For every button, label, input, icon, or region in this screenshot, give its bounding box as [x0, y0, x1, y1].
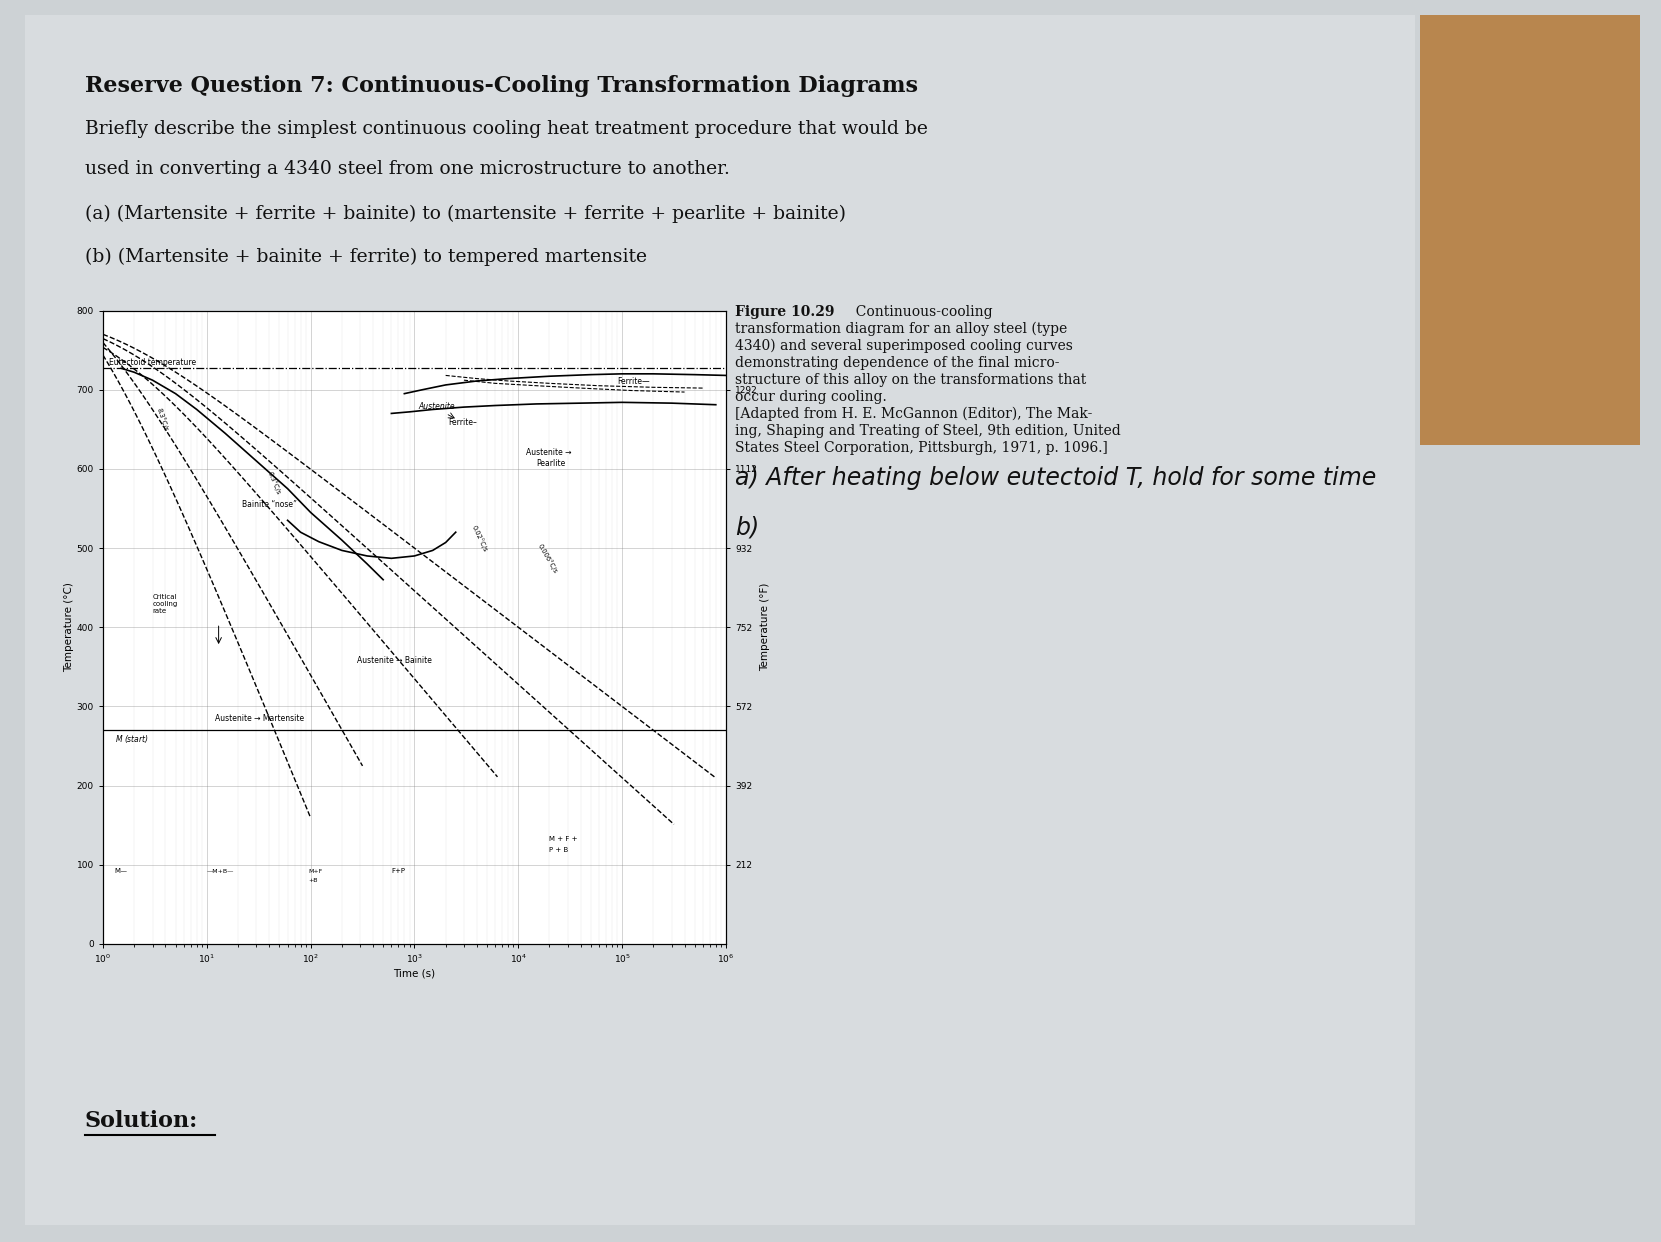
Text: transformation diagram for an alloy steel (type: transformation diagram for an alloy stee…: [736, 322, 1068, 337]
Text: M + F +: M + F +: [550, 836, 578, 842]
Text: [Adapted from H. E. McGannon (Editor), The Mak-: [Adapted from H. E. McGannon (Editor), T…: [736, 407, 1093, 421]
Text: structure of this alloy on the transformations that: structure of this alloy on the transform…: [736, 373, 1086, 388]
Text: M+F: M+F: [309, 868, 322, 873]
Y-axis label: Temperature (°C): Temperature (°C): [63, 582, 75, 672]
Text: Pearlite: Pearlite: [537, 458, 566, 468]
Text: (a) (Martensite + ferrite + bainite) to (martensite + ferrite + pearlite + baini: (a) (Martensite + ferrite + bainite) to …: [85, 205, 845, 224]
Text: Austenite → Bainite: Austenite → Bainite: [357, 656, 432, 664]
Text: 4340) and several superimposed cooling curves: 4340) and several superimposed cooling c…: [736, 339, 1073, 354]
Text: P + B: P + B: [550, 847, 568, 853]
Text: occur during cooling.: occur during cooling.: [736, 390, 887, 404]
Text: Ferrite—: Ferrite—: [618, 378, 649, 386]
Text: 0.3°C/s: 0.3°C/s: [267, 471, 282, 496]
Text: used in converting a 4340 steel from one microstructure to another.: used in converting a 4340 steel from one…: [85, 160, 729, 178]
Text: b): b): [736, 515, 759, 540]
Text: States Steel Corporation, Pittsburgh, 1971, p. 1096.]: States Steel Corporation, Pittsburgh, 19…: [736, 441, 1108, 455]
Text: ing, Shaping and Treating of Steel, 9th edition, United: ing, Shaping and Treating of Steel, 9th …: [736, 424, 1121, 438]
Text: Reserve Question 7: Continuous-Cooling Transformation Diagrams: Reserve Question 7: Continuous-Cooling T…: [85, 75, 919, 97]
Text: 8.3°C/s: 8.3°C/s: [156, 406, 169, 432]
Text: $M$ (start): $M$ (start): [115, 733, 149, 745]
Text: —M+B—: —M+B—: [206, 868, 234, 873]
Text: Austenite →: Austenite →: [527, 447, 571, 457]
X-axis label: Time (s): Time (s): [394, 968, 435, 979]
Text: demonstrating dependence of the final micro-: demonstrating dependence of the final mi…: [736, 356, 1060, 370]
Text: Figure 10.29: Figure 10.29: [736, 306, 834, 319]
Text: Austenite: Austenite: [419, 401, 455, 411]
Text: Briefly describe the simplest continuous cooling heat treatment procedure that w: Briefly describe the simplest continuous…: [85, 120, 928, 138]
Text: Eutectoid temperature: Eutectoid temperature: [110, 358, 196, 368]
Text: +B: +B: [309, 878, 317, 883]
Text: F+P: F+P: [392, 868, 405, 873]
Text: 0.006°C/s: 0.006°C/s: [537, 543, 558, 574]
FancyBboxPatch shape: [25, 15, 1415, 1225]
Text: (b) (Martensite + bainite + ferrite) to tempered martensite: (b) (Martensite + bainite + ferrite) to …: [85, 248, 648, 266]
Text: Continuous-cooling: Continuous-cooling: [847, 306, 993, 319]
Text: a) After heating below eutectoid T, hold for some time: a) After heating below eutectoid T, hold…: [736, 466, 1377, 491]
Text: Bainite “nose”: Bainite “nose”: [243, 499, 297, 509]
Y-axis label: Temperature (°F): Temperature (°F): [761, 582, 771, 672]
FancyBboxPatch shape: [1420, 15, 1639, 445]
Text: M—: M—: [115, 868, 128, 873]
Text: Solution:: Solution:: [85, 1110, 198, 1131]
Text: 0.02°C/s: 0.02°C/s: [472, 524, 488, 553]
Text: Austenite → Martensite: Austenite → Martensite: [214, 714, 304, 723]
Text: Ferrite–: Ferrite–: [448, 419, 477, 427]
Text: Critical
cooling
rate: Critical cooling rate: [153, 594, 178, 614]
